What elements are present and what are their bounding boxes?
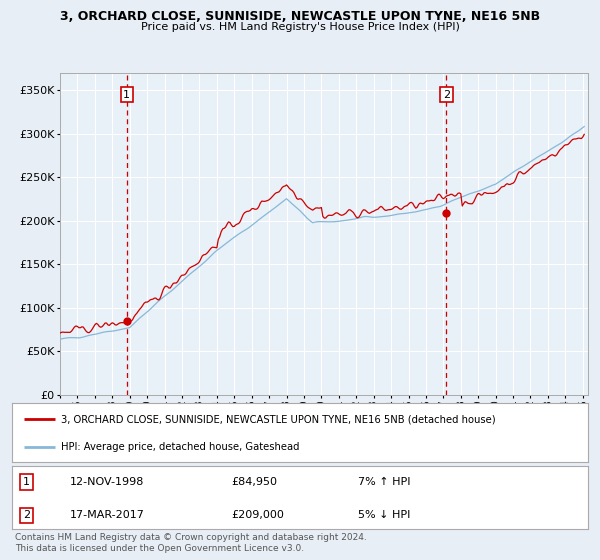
Text: 2: 2	[23, 510, 30, 520]
Text: Contains HM Land Registry data © Crown copyright and database right 2024.
This d: Contains HM Land Registry data © Crown c…	[15, 533, 367, 553]
Text: 7% ↑ HPI: 7% ↑ HPI	[358, 477, 410, 487]
Text: 5% ↓ HPI: 5% ↓ HPI	[358, 510, 410, 520]
Text: 2: 2	[443, 90, 450, 100]
Text: HPI: Average price, detached house, Gateshead: HPI: Average price, detached house, Gate…	[61, 442, 299, 452]
Text: 1: 1	[123, 90, 130, 100]
Text: 17-MAR-2017: 17-MAR-2017	[70, 510, 145, 520]
Text: 12-NOV-1998: 12-NOV-1998	[70, 477, 144, 487]
Text: Price paid vs. HM Land Registry's House Price Index (HPI): Price paid vs. HM Land Registry's House …	[140, 22, 460, 32]
Text: £209,000: £209,000	[231, 510, 284, 520]
Text: 3, ORCHARD CLOSE, SUNNISIDE, NEWCASTLE UPON TYNE, NE16 5NB: 3, ORCHARD CLOSE, SUNNISIDE, NEWCASTLE U…	[60, 10, 540, 23]
Text: £84,950: £84,950	[231, 477, 277, 487]
Text: 3, ORCHARD CLOSE, SUNNISIDE, NEWCASTLE UPON TYNE, NE16 5NB (detached house): 3, ORCHARD CLOSE, SUNNISIDE, NEWCASTLE U…	[61, 414, 496, 424]
Text: 1: 1	[23, 477, 30, 487]
